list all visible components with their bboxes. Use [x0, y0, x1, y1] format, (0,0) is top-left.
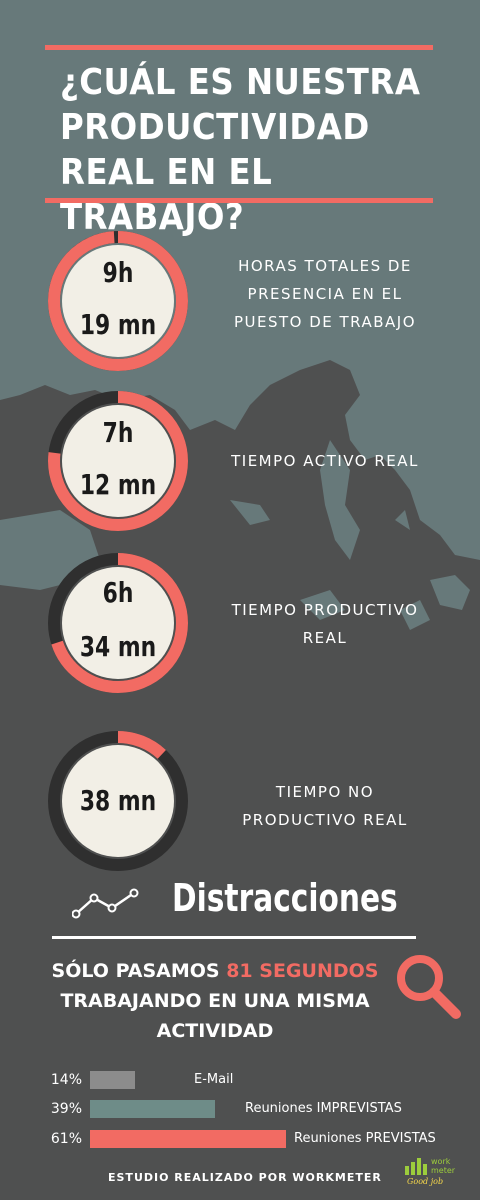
- distractions-summary: SÓLO PASAMOS 81 SEGUNDOS TRABAJANDO EN U…: [30, 956, 400, 1046]
- stat-2-label: TIEMPO ACTIVO REAL: [231, 452, 419, 470]
- bar-percent: 14%: [50, 1072, 82, 1088]
- footer-credit: ESTUDIO REALIZADO POR WORKMETER: [108, 1171, 382, 1184]
- stat-2-minutes: 12 mn: [79, 468, 157, 501]
- stat-1-minutes: 19 mn: [79, 308, 157, 341]
- bar-row-planned-meetings: 61% Reuniones PREVISTAS: [0, 1129, 480, 1149]
- summary-text-end: TRABAJANDO EN UNA MISMA ACTIVIDAD: [60, 990, 370, 1042]
- stat-3-minutes: 34 mn: [79, 630, 157, 663]
- ring-center: [62, 245, 174, 357]
- distractions-title: Distracciones: [172, 876, 398, 920]
- map-islands-south: [230, 500, 345, 620]
- title-bottom-rule: [45, 198, 433, 203]
- bar-label: Reuniones PREVISTAS: [294, 1131, 436, 1146]
- logo-bars-icon: [405, 1158, 427, 1175]
- bar-percent: 39%: [50, 1101, 82, 1117]
- logo-word-2: meter: [431, 1166, 456, 1175]
- distractions-rule: [52, 936, 416, 939]
- stat-3-hours: 6h: [102, 576, 134, 609]
- bar-unplanned-meetings: [90, 1100, 215, 1118]
- bar-label: E-Mail: [194, 1072, 234, 1087]
- stat-1-label: HORAS TOTALES DE PRESENCIA EN EL PUESTO …: [233, 257, 417, 331]
- stat-ring-unproductive-time: [48, 731, 188, 871]
- ring-progress: [48, 553, 188, 693]
- stat-2-hours: 7h: [102, 416, 134, 449]
- map-islands-east: [395, 510, 470, 630]
- stat-4-label: TIEMPO NO PRODUCTIVO REAL: [242, 783, 408, 829]
- bar-planned-meetings: [90, 1130, 286, 1148]
- summary-text-start: SÓLO PASAMOS: [51, 960, 227, 982]
- ring-progress: [48, 391, 188, 531]
- trend-line-icon: [72, 888, 139, 919]
- ring-center: [62, 405, 174, 517]
- bar-row-email: 14% E-Mail: [0, 1070, 480, 1090]
- bar-row-unplanned-meetings: 39% Reuniones IMPREVISTAS: [0, 1099, 480, 1119]
- logo-word-1: work: [431, 1157, 451, 1166]
- page-title: ¿CUÁL ES NUESTRA PRODUCTIVIDAD REAL EN E…: [60, 62, 421, 238]
- stat-ring-active-time: [48, 391, 188, 531]
- summary-highlight: 81 SEGUNDOS: [226, 960, 379, 982]
- stat-1-hours: 9h: [102, 256, 134, 289]
- logo-tagline: Good job: [407, 1177, 444, 1186]
- stat-ring-total-presence: [48, 231, 188, 371]
- stat-ring-productive-time: [48, 553, 188, 693]
- map-peninsula: [320, 440, 360, 560]
- ring-progress: [48, 731, 188, 871]
- ring-center: [62, 567, 174, 679]
- stat-4-minutes: 38 mn: [79, 784, 157, 817]
- bar-email: [90, 1071, 135, 1089]
- map-landmass-north: [0, 0, 480, 560]
- stat-3-label: TIEMPO PRODUCTIVO REAL: [231, 601, 419, 647]
- bar-percent: 61%: [50, 1131, 82, 1147]
- magnifier-icon: [397, 955, 461, 1019]
- bar-label: Reuniones IMPREVISTAS: [245, 1101, 402, 1116]
- title-top-rule: [45, 45, 433, 50]
- ring-center: [62, 745, 174, 857]
- ring-progress: [48, 231, 188, 371]
- workmeter-logo: work meter Good job: [405, 1157, 469, 1189]
